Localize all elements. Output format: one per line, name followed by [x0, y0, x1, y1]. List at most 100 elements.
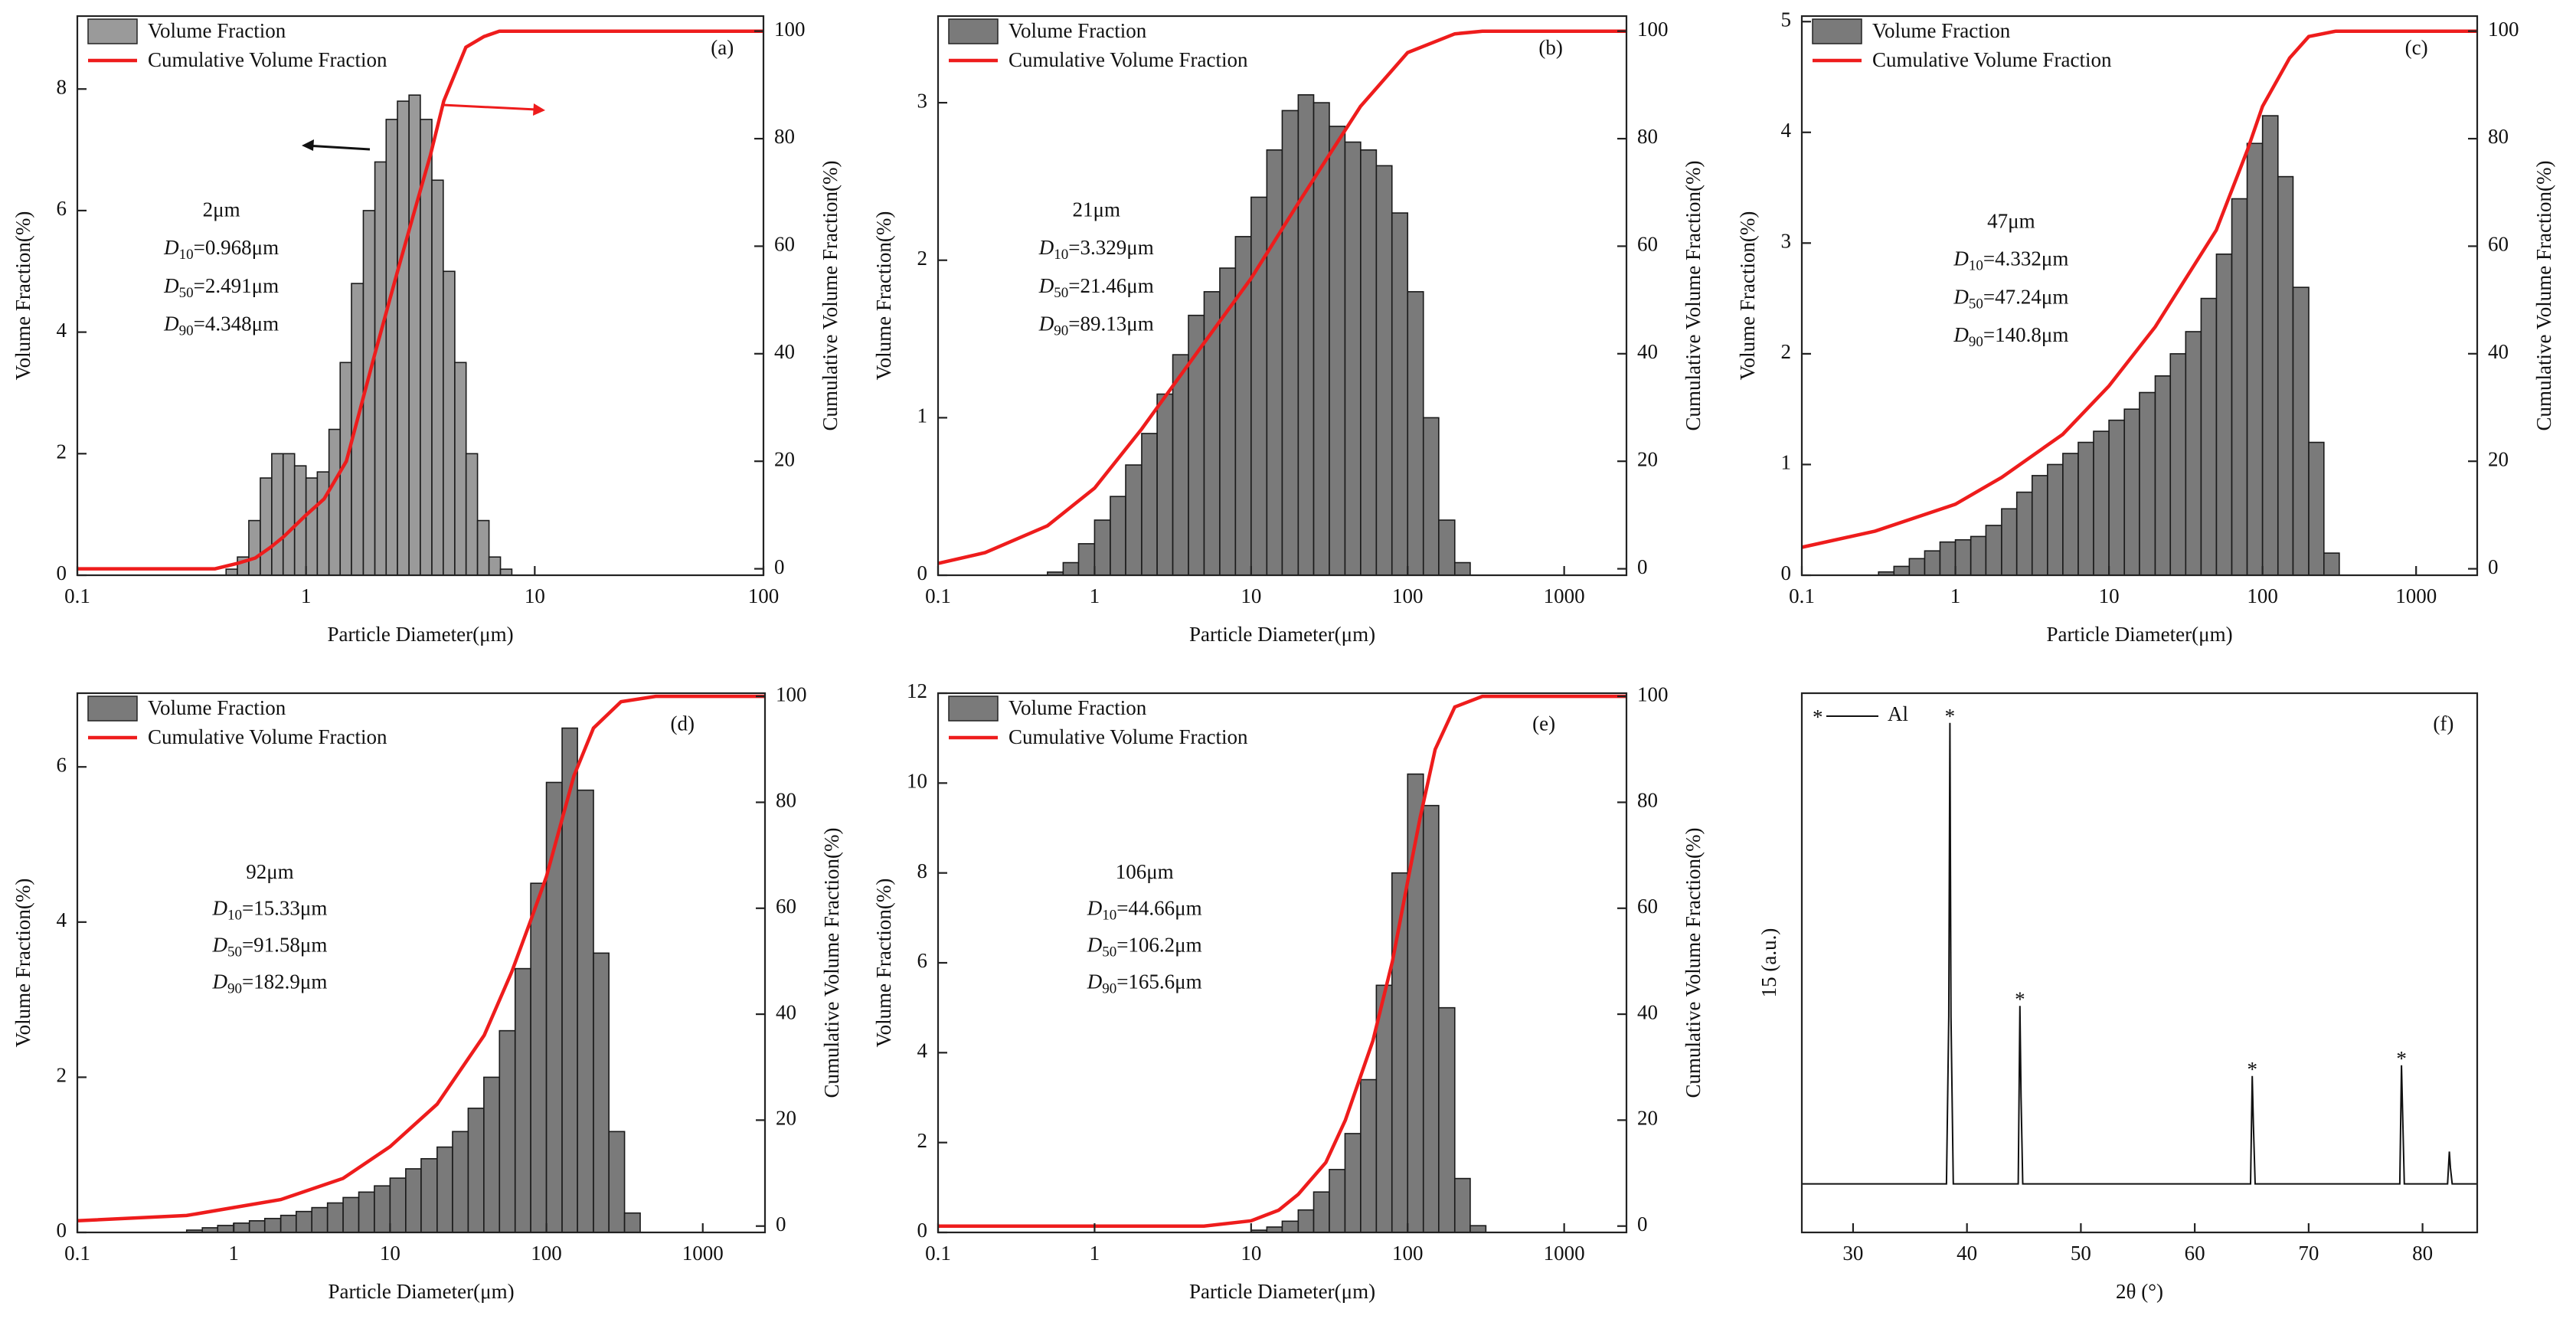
bar — [385, 119, 398, 576]
y-tick-label: 1 — [1781, 451, 1792, 474]
plot-frame — [937, 15, 1628, 577]
bar — [2308, 441, 2325, 576]
stat-text: =140.8μm — [1983, 323, 2068, 346]
x-tick-label: 0.1 — [925, 584, 951, 607]
bar — [408, 94, 421, 576]
bar — [282, 453, 296, 576]
y2-tick-label: 100 — [1637, 682, 1669, 705]
stat-text: =4.348μm — [194, 313, 279, 335]
bar — [1391, 212, 1409, 576]
x-tick-label: 100 — [748, 584, 780, 607]
y2-tick-label: 80 — [776, 789, 796, 812]
bar — [405, 1168, 422, 1233]
bar — [2185, 331, 2202, 576]
bar — [1438, 519, 1456, 576]
y2-tick-label: 0 — [774, 555, 785, 578]
y-tick-label: 3 — [917, 89, 928, 112]
panel-label: (b) — [1538, 36, 1562, 59]
bar — [499, 1029, 516, 1233]
y-tick-label: 2 — [57, 1064, 67, 1087]
stat-note: D90=182.9μm — [211, 970, 327, 997]
bar — [2215, 253, 2233, 576]
bar — [2277, 175, 2294, 576]
bar — [1924, 550, 1941, 576]
x-tick-label: 60 — [2185, 1242, 2205, 1265]
stat-text: =4.332μm — [1983, 247, 2068, 270]
stat-sub: 50 — [227, 944, 242, 961]
data-line — [937, 29, 1626, 565]
stat-symbol: D — [1953, 247, 1969, 270]
bar — [1156, 393, 1174, 576]
stat-note: D90=165.6μm — [1087, 970, 1202, 997]
x-tick-label: 10 — [380, 1242, 400, 1265]
plot-frame — [1800, 692, 2479, 1234]
bar — [374, 1185, 391, 1233]
y2-tick-label: 40 — [1637, 1000, 1658, 1023]
y-tick-label: 2 — [57, 440, 67, 463]
bar — [2077, 441, 2094, 576]
y2-tick-label: 20 — [1637, 447, 1658, 470]
bar — [1266, 149, 1283, 576]
bar — [342, 1196, 360, 1233]
x-tick-label: 0.1 — [1789, 584, 1815, 607]
bar — [2169, 353, 2187, 576]
y-tick-label: 4 — [1781, 119, 1792, 142]
bar — [2001, 508, 2018, 576]
stat-symbol: D — [1038, 313, 1054, 335]
peak-marker: * — [1945, 705, 1956, 728]
x-tick-label: 1 — [301, 584, 312, 607]
y-tick-label: 10 — [907, 770, 927, 793]
bar — [263, 1217, 282, 1233]
bar — [1375, 165, 1393, 576]
legend-label: Al — [1888, 702, 1908, 725]
plot-frame — [1800, 15, 2479, 577]
bar — [1453, 561, 1471, 576]
arrow-right — [442, 103, 537, 111]
bar — [2323, 552, 2340, 576]
bar — [1313, 1191, 1330, 1233]
y2-tick-label: 0 — [2488, 555, 2499, 578]
stat-symbol: D — [211, 897, 227, 920]
data-line — [938, 694, 1626, 1228]
y-tick-label: 8 — [57, 75, 67, 98]
bar — [374, 161, 387, 576]
y-tick-label: 6 — [917, 949, 928, 972]
bar — [530, 882, 548, 1233]
stat-note: D10=3.329μm — [1038, 236, 1154, 263]
arrow-head — [533, 103, 545, 116]
y2-tick-label: 60 — [1637, 895, 1658, 918]
bar — [1469, 1225, 1487, 1233]
bar — [2139, 391, 2156, 576]
bar — [465, 453, 479, 576]
bar — [467, 1108, 485, 1233]
bar — [483, 1076, 501, 1233]
stat-note: D90=140.8μm — [1953, 323, 2068, 350]
legend-label: Volume Fraction — [148, 19, 286, 42]
y-tick-label: 4 — [917, 1039, 928, 1062]
size-note: 92μm — [246, 860, 293, 883]
stat-sub: 90 — [179, 323, 194, 339]
bar — [623, 1212, 641, 1233]
legend-swatch — [87, 18, 138, 44]
x-axis-label: Particle Diameter(μm) — [328, 1280, 514, 1303]
bar — [1281, 110, 1299, 576]
bar — [1344, 1133, 1362, 1233]
stat-sub: 50 — [179, 285, 194, 301]
bar — [1422, 804, 1440, 1233]
y2-axis-label: Cumulative Volume Fraction(%) — [1682, 828, 1705, 1098]
legend-label: Volume Fraction — [1008, 696, 1147, 719]
stat-sub: 50 — [1102, 944, 1116, 961]
plot-frame — [76, 15, 765, 577]
legend-label: Volume Fraction — [1872, 19, 2011, 42]
bar — [217, 1225, 234, 1233]
legend-label: Volume Fraction — [1008, 19, 1147, 42]
bar — [454, 362, 467, 576]
stat-text: =0.968μm — [194, 236, 279, 259]
y2-axis-label: Cumulative Volume Fraction(%) — [820, 828, 843, 1098]
bar — [1219, 267, 1237, 576]
stat-note: D50=47.24μm — [1953, 286, 2068, 313]
y2-tick-label: 100 — [776, 682, 807, 705]
stat-sub: 10 — [227, 908, 242, 924]
bar — [260, 477, 273, 576]
